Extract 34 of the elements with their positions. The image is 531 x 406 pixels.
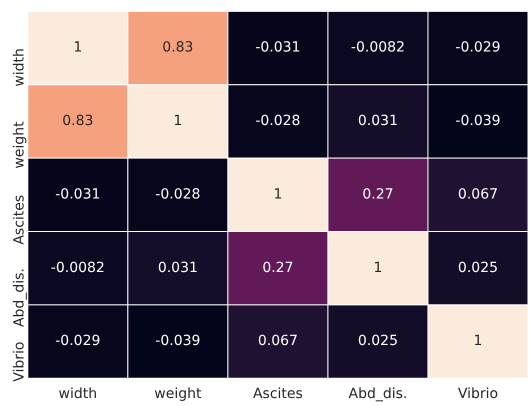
x-tick-label: Vibrio	[458, 386, 498, 402]
data-label: -0.039	[155, 333, 200, 350]
data-label: 0.025	[458, 260, 498, 276]
data-label: 1	[173, 113, 182, 130]
data-label: 0.031	[158, 260, 198, 276]
data-label: 0.067	[258, 333, 298, 350]
y-tick-label: Abd_dis.	[11, 268, 28, 328]
data-label: 0.067	[458, 186, 498, 202]
x-tick-label: Ascites	[252, 386, 303, 402]
data-label: -0.0082	[50, 260, 105, 276]
data-label: 0.025	[358, 333, 398, 350]
y-tick-label: weight	[11, 120, 28, 169]
x-tick-label: Abd_dis.	[348, 386, 408, 402]
y-tick-label: width	[11, 48, 28, 87]
y-tick-label: Ascites	[11, 194, 28, 245]
data-label: 0.27	[262, 260, 294, 276]
data-label: -0.031	[55, 186, 100, 202]
x-tick-label: width	[58, 386, 98, 402]
data-label: -0.028	[155, 186, 200, 202]
data-label: 0.031	[358, 113, 398, 130]
data-label: -0.029	[55, 333, 100, 350]
data-label: 0.83	[62, 113, 94, 130]
data-label: 1	[373, 260, 382, 276]
data-label: 0.27	[362, 186, 394, 202]
data-label: -0.029	[455, 40, 501, 56]
data-label: -0.039	[455, 113, 501, 130]
data-label: 1	[474, 333, 482, 350]
data-label: 1	[273, 186, 282, 202]
data-label: 1	[73, 40, 82, 56]
data-label: -0.0082	[350, 40, 405, 56]
data-label: 0.83	[162, 40, 194, 56]
x-tick-label: weight	[154, 386, 202, 402]
data-label: -0.031	[255, 40, 300, 56]
data-label: -0.028	[255, 113, 300, 130]
